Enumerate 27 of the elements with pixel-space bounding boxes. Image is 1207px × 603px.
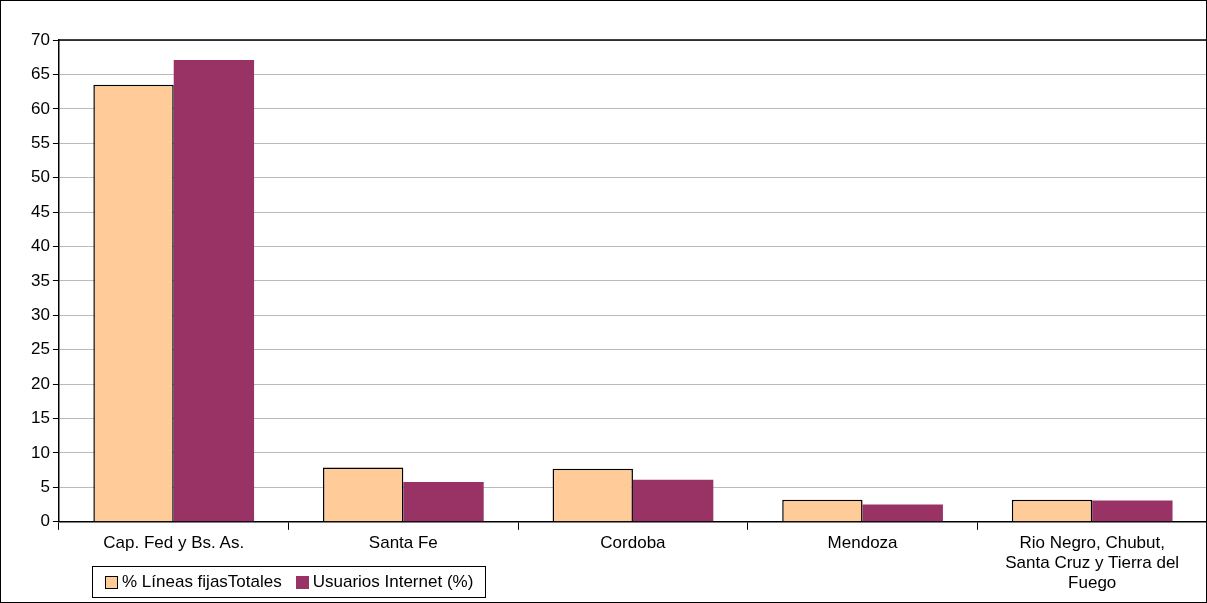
bar: [403, 481, 484, 522]
bar: [862, 504, 943, 522]
y-tick-label: 60: [30, 98, 50, 118]
y-tick-label: 40: [30, 236, 50, 256]
y-tick-label: 0: [40, 511, 50, 531]
y-tick-label: 15: [30, 408, 50, 428]
x-tick-label: Rio Negro, Chubut, Santa Cruz y Tierra del Fuego: [1005, 532, 1180, 593]
y-tick-label: 10: [30, 442, 50, 462]
y-tick-label: 55: [30, 132, 50, 152]
y-tick-label: 25: [30, 339, 50, 359]
y-tick-label: 35: [30, 270, 50, 290]
bar: [632, 479, 714, 522]
y-tick-label: 20: [30, 373, 50, 393]
x-tick-label: Cap. Fed y Bs. As.: [103, 532, 245, 552]
x-tick-label: Santa Fe: [368, 532, 438, 552]
bar: [1092, 500, 1173, 522]
x-tick-label: Cordoba: [600, 532, 667, 552]
y-tick-label: 65: [30, 64, 50, 84]
y-tick-label: 30: [30, 305, 50, 324]
y-tick-label: 70: [30, 29, 50, 49]
legend-label: % Líneas fijasTotales: [122, 572, 282, 592]
x-tick-label: Mendoza: [827, 532, 899, 552]
legend-label: Usuarios Internet (%): [312, 572, 474, 592]
bar: [173, 59, 255, 522]
y-tick-label: 5: [40, 477, 50, 497]
y-tick-label: 50: [30, 167, 50, 187]
y-tick-label: 45: [30, 201, 50, 221]
